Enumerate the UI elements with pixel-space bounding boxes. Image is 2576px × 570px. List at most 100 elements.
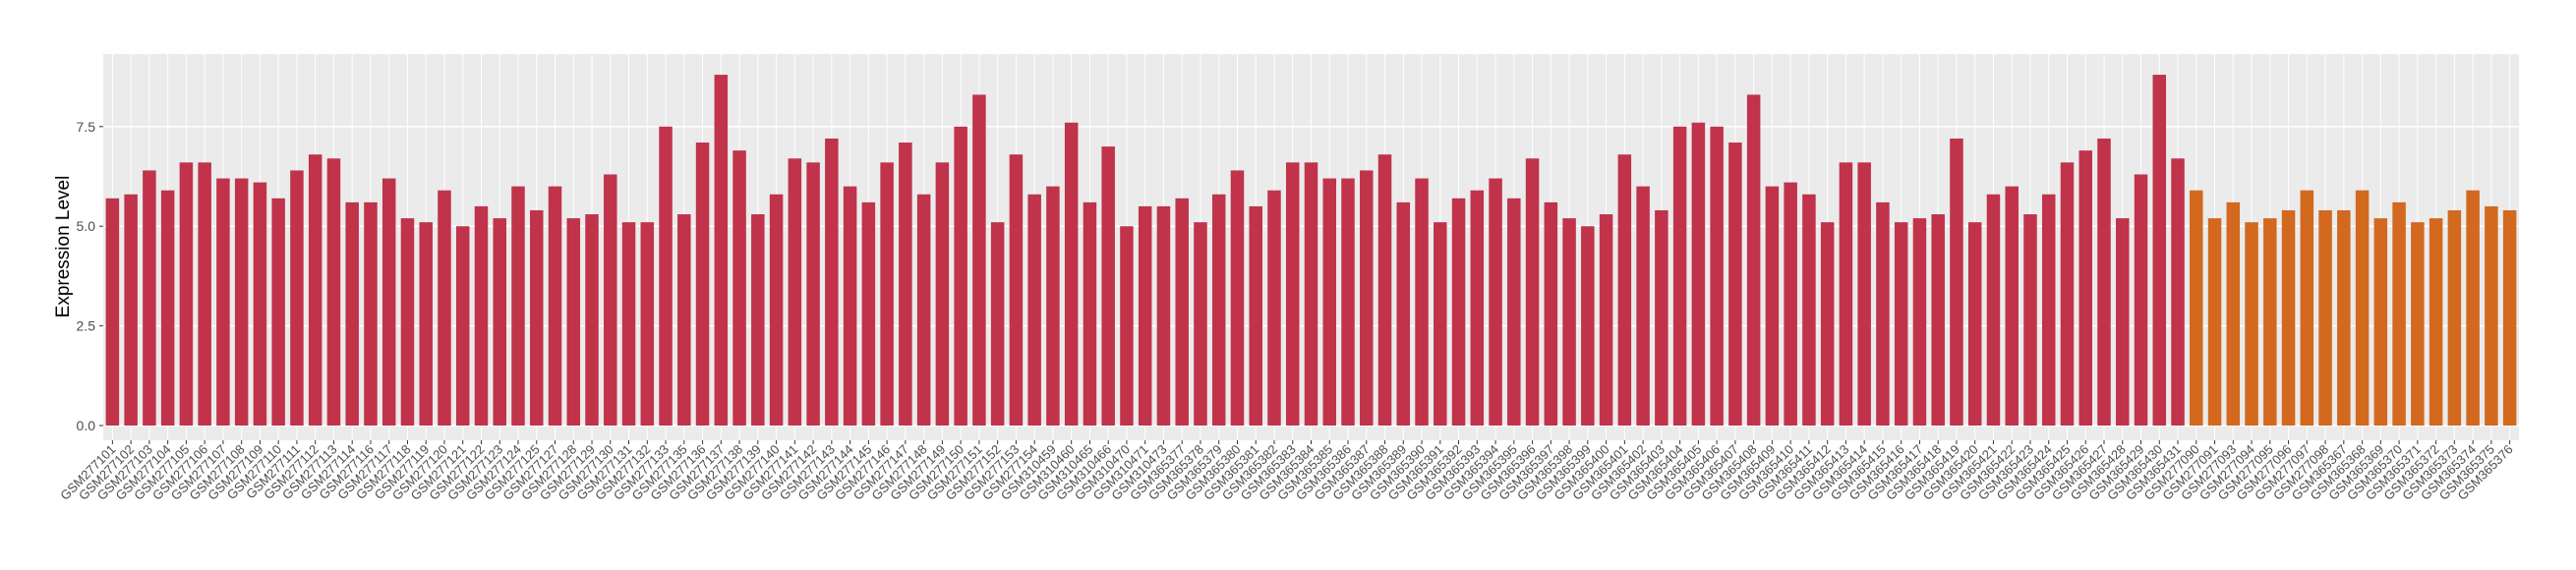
bar xyxy=(1415,178,1429,426)
bar xyxy=(732,150,746,426)
bar xyxy=(1710,126,1724,426)
bar xyxy=(419,222,433,426)
bar xyxy=(880,162,894,426)
bar xyxy=(1525,158,1540,426)
bar xyxy=(714,75,729,426)
bar xyxy=(1562,218,1576,426)
bar xyxy=(990,222,1005,426)
bar xyxy=(659,126,673,426)
bar xyxy=(1175,198,1189,426)
bar xyxy=(621,222,636,426)
bar xyxy=(438,190,451,426)
bar xyxy=(695,142,710,426)
bar xyxy=(160,190,175,426)
bar xyxy=(1341,178,1355,426)
bar xyxy=(143,170,156,426)
bar xyxy=(751,214,765,426)
bar xyxy=(1064,122,1079,426)
bar xyxy=(198,162,211,426)
bar xyxy=(2355,190,2370,426)
bar xyxy=(1211,194,1226,426)
bar xyxy=(1101,146,1115,426)
bar xyxy=(1931,214,1945,426)
bar xyxy=(2300,190,2314,426)
bar xyxy=(677,214,691,426)
bar xyxy=(769,194,784,426)
bar xyxy=(290,170,304,426)
bar xyxy=(1784,182,1797,426)
bar xyxy=(1746,94,1761,426)
bar xyxy=(511,186,525,426)
bar xyxy=(2373,218,2388,426)
bar xyxy=(2411,222,2425,426)
bar xyxy=(1967,222,1982,426)
y-axis-label: Expression Level xyxy=(53,176,74,318)
bar xyxy=(1912,218,1927,426)
bar xyxy=(806,162,820,426)
bar xyxy=(2318,209,2332,426)
bar xyxy=(1691,122,1706,426)
bar xyxy=(493,218,507,426)
bar xyxy=(308,154,322,426)
bar xyxy=(2226,201,2241,426)
bar xyxy=(2263,218,2277,426)
bar xyxy=(2447,209,2462,426)
bar xyxy=(124,194,138,426)
bar xyxy=(234,178,249,426)
bar xyxy=(326,158,341,426)
bar xyxy=(566,218,581,426)
bar xyxy=(1728,142,1742,426)
bar xyxy=(1138,205,1152,426)
bar xyxy=(474,205,489,426)
bar xyxy=(1194,222,1207,426)
bar xyxy=(253,182,267,426)
bar xyxy=(271,198,285,426)
bar xyxy=(1377,154,1392,426)
bar xyxy=(1027,194,1041,426)
bar xyxy=(1876,201,1890,426)
bar xyxy=(1765,186,1780,426)
bar xyxy=(1894,222,1908,426)
bar xyxy=(899,142,912,426)
bar xyxy=(1950,138,1963,426)
bar xyxy=(2023,214,2037,426)
bar xyxy=(364,201,378,426)
bar xyxy=(1636,186,1650,426)
bar xyxy=(530,209,544,426)
bar xyxy=(2060,162,2075,426)
bar xyxy=(1249,205,1262,426)
bar xyxy=(455,226,470,426)
bar xyxy=(1820,222,1835,426)
bar xyxy=(548,186,562,426)
y-tick-label: 5.0 xyxy=(77,218,96,234)
bar xyxy=(2281,209,2296,426)
bar xyxy=(1986,194,2001,426)
bar xyxy=(2152,75,2167,426)
bar xyxy=(1617,154,1632,426)
bar xyxy=(2134,174,2148,426)
bar xyxy=(1672,126,1687,426)
bar xyxy=(1857,162,1871,426)
bar xyxy=(1322,178,1337,426)
bar xyxy=(1396,201,1411,426)
bar xyxy=(916,194,931,426)
bar xyxy=(2207,218,2222,426)
bar xyxy=(2115,218,2130,426)
bar xyxy=(2078,150,2092,426)
bar xyxy=(1581,226,1595,426)
bar xyxy=(1120,226,1134,426)
bar xyxy=(972,94,986,426)
bar xyxy=(400,218,415,426)
bar xyxy=(954,126,967,426)
y-tick-label: 7.5 xyxy=(77,119,96,135)
bar xyxy=(2502,209,2517,426)
bar xyxy=(1434,222,1447,426)
bar xyxy=(1156,205,1171,426)
bar xyxy=(1267,190,1281,426)
bar xyxy=(935,162,950,426)
bar xyxy=(1489,178,1502,426)
bar xyxy=(345,201,359,426)
bar xyxy=(604,174,617,426)
bar xyxy=(1839,162,1853,426)
bar xyxy=(1230,170,1245,426)
